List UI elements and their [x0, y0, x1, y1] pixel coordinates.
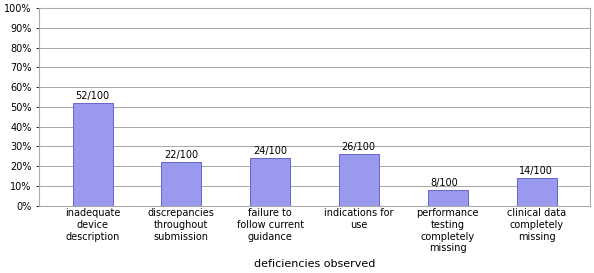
Bar: [250, 158, 290, 206]
Bar: [428, 190, 467, 206]
Text: 22/100: 22/100: [164, 150, 198, 160]
Bar: [72, 103, 112, 206]
Text: 26/100: 26/100: [342, 142, 375, 152]
Text: 52/100: 52/100: [75, 91, 109, 101]
X-axis label: deficiencies observed: deficiencies observed: [254, 259, 375, 269]
Bar: [162, 162, 201, 206]
Text: 8/100: 8/100: [431, 178, 458, 188]
Bar: [339, 154, 379, 206]
Text: 14/100: 14/100: [519, 166, 553, 176]
Text: 24/100: 24/100: [253, 146, 287, 156]
Bar: [517, 178, 557, 206]
